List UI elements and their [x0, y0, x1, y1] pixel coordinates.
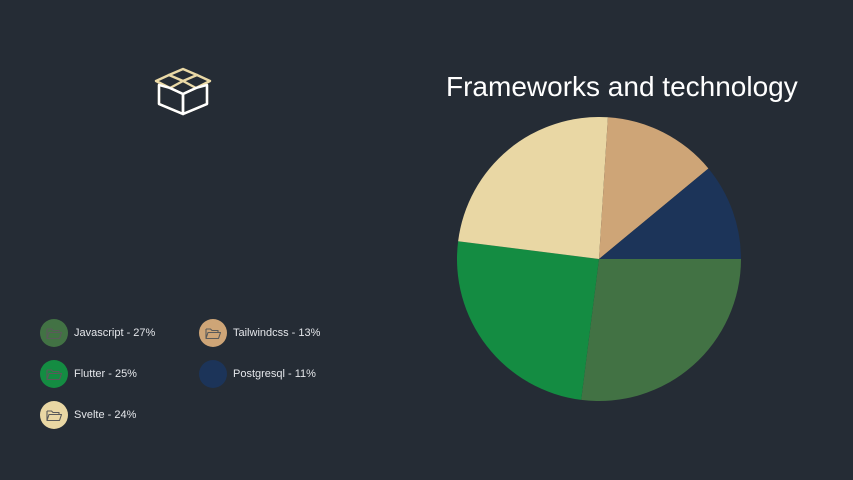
open-box-icon [154, 67, 212, 116]
legend-swatch [40, 319, 68, 347]
legend-swatch [40, 401, 68, 429]
legend-label: Flutter - 25% [74, 368, 137, 380]
pie-slice-flutter [457, 241, 599, 400]
pie-slice-postgresql [599, 168, 741, 259]
legend-swatch [40, 360, 68, 388]
pie-slice-svelte [458, 117, 608, 259]
folder-open-icon [46, 327, 62, 340]
folder-open-icon [46, 409, 62, 422]
folder-open-icon [46, 368, 62, 381]
legend-swatch [199, 319, 227, 347]
legend-label: Postgresql - 11% [233, 368, 316, 380]
legend-label: Javascript - 27% [74, 327, 156, 339]
legend-label: Svelte - 24% [74, 409, 137, 421]
pie-slice-tailwindcss [599, 117, 709, 259]
pie-slice-javascript [581, 259, 741, 401]
legend-item-javascript: Javascript - 27% [40, 319, 155, 347]
legend-swatch [199, 360, 227, 388]
legend-item-svelte: Svelte - 24% [40, 401, 136, 429]
folder-open-icon [205, 327, 221, 340]
legend-item-tailwindcss: Tailwindcss - 13% [199, 319, 320, 347]
legend-label: Tailwindcss - 13% [233, 327, 321, 339]
chart-title: Frameworks and technology [446, 71, 798, 102]
legend-item-flutter: Flutter - 25% [40, 360, 137, 388]
legend-item-postgresql: Postgresql - 11% [199, 360, 316, 388]
pie-chart [457, 117, 741, 401]
